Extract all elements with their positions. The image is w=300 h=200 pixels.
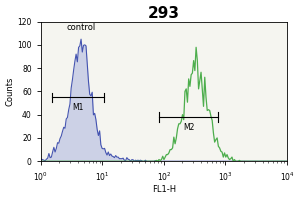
X-axis label: FL1-H: FL1-H — [152, 185, 176, 194]
Text: control: control — [67, 23, 96, 32]
Y-axis label: Counts: Counts — [6, 77, 15, 106]
Text: M2: M2 — [183, 123, 194, 132]
Title: 293: 293 — [148, 6, 180, 21]
Text: M1: M1 — [72, 103, 83, 112]
